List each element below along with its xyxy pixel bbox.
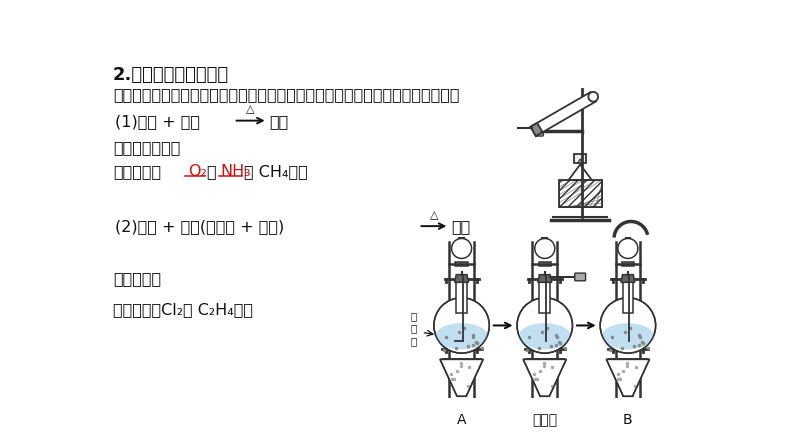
Text: 发散源: 发散源 <box>532 413 557 427</box>
Polygon shape <box>455 274 468 283</box>
Ellipse shape <box>435 323 488 349</box>
Text: NH₃: NH₃ <box>221 164 252 179</box>
Ellipse shape <box>600 298 656 353</box>
FancyBboxPatch shape <box>622 283 634 313</box>
Text: 、 CH₄等。: 、 CH₄等。 <box>244 164 307 179</box>
Text: 制备气体：Cl₂、 C₂H₄等。: 制备气体：Cl₂、 C₂H₄等。 <box>113 302 252 317</box>
FancyBboxPatch shape <box>538 262 551 266</box>
Polygon shape <box>538 274 552 283</box>
Text: 气体: 气体 <box>269 114 288 129</box>
Polygon shape <box>607 359 649 396</box>
Ellipse shape <box>602 323 654 349</box>
Text: (2)固体 + 液体(或液体 + 液体): (2)固体 + 液体(或液体 + 液体) <box>115 219 284 234</box>
Ellipse shape <box>588 92 598 101</box>
Text: B: B <box>623 413 633 427</box>
Text: 2.重要气体的发生装置: 2.重要气体的发生装置 <box>113 66 229 84</box>
Text: △: △ <box>246 105 255 114</box>
Text: △: △ <box>430 210 438 220</box>
Text: (1)固体 + 固体: (1)固体 + 固体 <box>115 114 200 129</box>
Text: 、: 、 <box>206 164 216 179</box>
FancyBboxPatch shape <box>457 283 467 313</box>
Ellipse shape <box>517 298 572 353</box>
FancyBboxPatch shape <box>559 180 602 207</box>
Ellipse shape <box>518 323 571 349</box>
Polygon shape <box>621 274 635 283</box>
FancyBboxPatch shape <box>456 262 468 266</box>
Text: 气体: 气体 <box>451 219 470 234</box>
FancyBboxPatch shape <box>622 262 634 266</box>
Text: 发生装置：: 发生装置： <box>113 271 161 286</box>
FancyBboxPatch shape <box>574 154 586 163</box>
Polygon shape <box>440 359 484 396</box>
Polygon shape <box>523 359 566 396</box>
Ellipse shape <box>534 238 555 258</box>
FancyBboxPatch shape <box>575 273 585 281</box>
Polygon shape <box>530 92 596 136</box>
Ellipse shape <box>434 298 489 353</box>
Text: 制备气体：: 制备气体： <box>113 164 161 179</box>
Text: 碎
瓷
片: 碎 瓷 片 <box>410 311 417 346</box>
Text: A: A <box>457 413 466 427</box>
FancyBboxPatch shape <box>535 127 543 136</box>
Polygon shape <box>569 164 592 180</box>
Polygon shape <box>530 123 542 136</box>
Text: O₂: O₂ <box>188 164 207 179</box>
Ellipse shape <box>618 238 638 258</box>
Ellipse shape <box>452 238 472 258</box>
FancyBboxPatch shape <box>539 283 550 313</box>
Text: 发生装置如图：: 发生装置如图： <box>113 140 180 155</box>
Text: 依据制备气体所需的反应物状态和反应条件，可将制备气体的发生装置分为三类：: 依据制备气体所需的反应物状态和反应条件，可将制备气体的发生装置分为三类： <box>113 88 459 102</box>
